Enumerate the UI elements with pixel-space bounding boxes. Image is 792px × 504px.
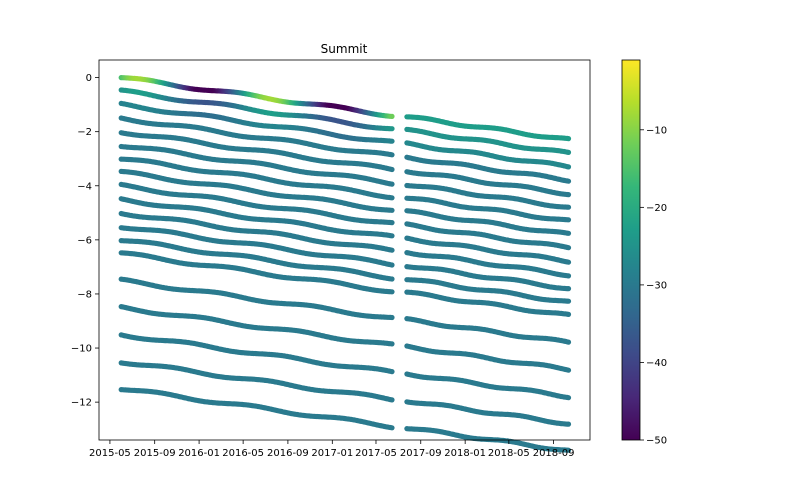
data-point	[389, 126, 395, 132]
data-point	[565, 230, 572, 236]
data-point	[565, 339, 572, 345]
data-point	[389, 138, 395, 144]
data-point	[389, 152, 395, 158]
data-point	[389, 276, 395, 282]
data-point	[565, 367, 572, 373]
data-point	[565, 178, 572, 184]
scatter-points	[118, 75, 572, 453]
data-point	[389, 181, 395, 187]
data-point	[389, 369, 395, 375]
data-point	[565, 286, 572, 292]
data-point	[565, 136, 572, 142]
data-point	[389, 233, 395, 239]
data-point	[565, 273, 572, 279]
data-point	[389, 341, 395, 347]
data-point	[565, 259, 572, 265]
data-point	[389, 314, 395, 321]
data-point	[389, 113, 395, 119]
data-point	[565, 298, 572, 304]
data-point	[565, 204, 572, 210]
data-point	[389, 207, 395, 213]
data-point	[565, 192, 572, 198]
data-point	[389, 195, 395, 201]
data-point	[389, 247, 395, 253]
data-point	[565, 149, 572, 155]
chart-title: Summit	[321, 42, 368, 56]
data-point	[565, 245, 572, 251]
data-point	[565, 311, 572, 317]
data-point	[565, 217, 572, 223]
data-point	[565, 164, 572, 170]
data-point	[389, 289, 395, 295]
data-point	[389, 220, 395, 226]
data-point	[389, 262, 395, 268]
data-point	[389, 166, 395, 173]
